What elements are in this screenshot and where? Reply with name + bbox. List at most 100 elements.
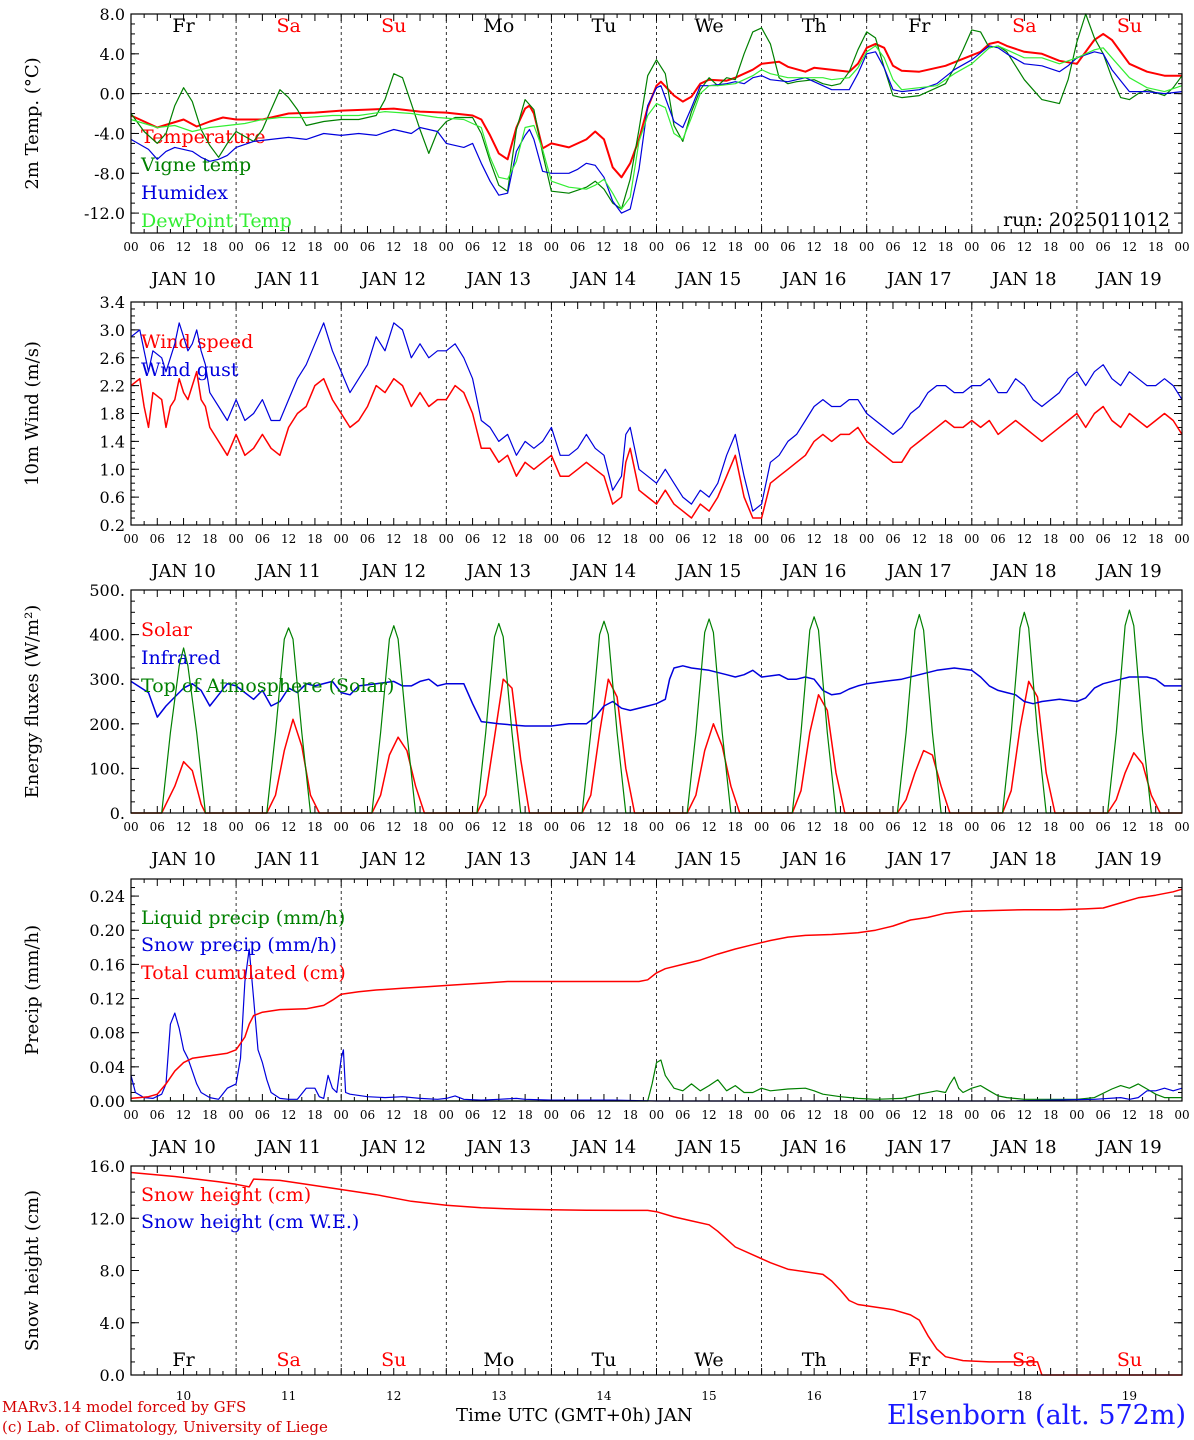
hour-label: 12 [491, 240, 506, 254]
day-number-label: 16 [807, 1389, 822, 1403]
hour-label: 18 [307, 820, 322, 834]
credit-line-lab: (c) Lab. of Climatology, University of L… [2, 1418, 328, 1436]
hour-label: 00 [649, 532, 664, 546]
y-tick-label: 2.6 [100, 349, 125, 368]
hour-label: 18 [1148, 240, 1163, 254]
hour-label: 18 [1043, 240, 1058, 254]
y-tick-label: 4.0 [100, 45, 125, 64]
hour-label: 06 [465, 820, 480, 834]
day-label: JAN 19 [1095, 1137, 1162, 1158]
hour-label: 00 [334, 240, 349, 254]
hour-label: 12 [596, 240, 611, 254]
weekday-label: Su [381, 1349, 406, 1371]
hour-label: 00 [439, 820, 454, 834]
hour-label: 00 [123, 820, 138, 834]
credit-line-model: MARv3.14 model forced by GFS [2, 1398, 247, 1416]
hour-label: 18 [938, 240, 953, 254]
day-label: JAN 15 [675, 561, 742, 582]
hour-label: 12 [491, 532, 506, 546]
hour-label: 06 [675, 532, 690, 546]
day-label: JAN 11 [254, 269, 321, 290]
legend-entry: Wind gust [141, 359, 239, 381]
hour-label: 06 [465, 1108, 480, 1122]
day-label: JAN 12 [359, 561, 426, 582]
hour-label: 12 [386, 240, 401, 254]
hour-label: 06 [675, 240, 690, 254]
hour-label: 18 [202, 240, 217, 254]
hour-label: 00 [1174, 1108, 1189, 1122]
hour-label: 06 [360, 1108, 375, 1122]
legend-entry: Temperature [141, 126, 265, 148]
day-label: JAN 15 [675, 1137, 742, 1158]
plot-frame [130, 589, 1183, 814]
hour-label: 00 [754, 820, 769, 834]
y-tick-label: 4.0 [100, 1314, 125, 1333]
day-label: JAN 17 [885, 849, 952, 870]
hour-label: 12 [281, 532, 296, 546]
series-line [130, 13, 1183, 210]
hour-label: 18 [623, 532, 638, 546]
day-label: JAN 19 [1095, 269, 1162, 290]
hour-label: 18 [412, 532, 427, 546]
hour-label: 12 [807, 1108, 822, 1122]
legend-entry: Snow precip (mm/h) [141, 934, 337, 956]
hour-label: 12 [281, 1108, 296, 1122]
hour-label: 06 [780, 532, 795, 546]
day-label: JAN 18 [990, 269, 1057, 290]
hour-label: 18 [517, 240, 532, 254]
series-line [130, 1171, 1182, 1376]
hour-label: 06 [570, 820, 585, 834]
hour-label: 12 [1122, 820, 1137, 834]
hour-label: 18 [1043, 820, 1058, 834]
hour-label: 00 [544, 240, 559, 254]
plot-frame [130, 301, 1183, 526]
panel-5: 16.0 12.0 8.0 4.0 0.0 Snow height (cm) Snow he… [22, 1157, 1183, 1403]
hour-label: 06 [675, 1108, 690, 1122]
hour-label: 18 [517, 532, 532, 546]
hour-label: 18 [833, 532, 848, 546]
y-tick-label: 3.4 [100, 293, 125, 312]
credits: MARv3.14 model forced by GFS (c) Lab. of… [2, 1397, 328, 1437]
hour-label: 00 [123, 240, 138, 254]
hour-label: 18 [517, 820, 532, 834]
y-tick-label: 500. [89, 581, 125, 600]
day-label: JAN 10 [149, 561, 216, 582]
hour-label: 00 [859, 240, 874, 254]
hour-label: 06 [360, 820, 375, 834]
hour-label: 18 [307, 1108, 322, 1122]
hour-label: 00 [439, 240, 454, 254]
hour-label: 00 [439, 1108, 454, 1122]
day-label: JAN 16 [780, 269, 847, 290]
hour-label: 06 [255, 1108, 270, 1122]
panel-2: 3.4 3.0 2.6 2.2 1.8 1.4 1.0 0.6 0.2 10m Wind (m/s… [22, 293, 1190, 582]
hour-label: 12 [386, 532, 401, 546]
day-label: JAN 17 [885, 269, 952, 290]
hour-label: 06 [150, 1108, 165, 1122]
legend-entry: Wind speed [141, 331, 253, 353]
day-label: JAN 17 [885, 1137, 952, 1158]
weekday-label: Th [802, 15, 827, 37]
day-label: JAN 18 [990, 1137, 1057, 1158]
day-label: JAN 12 [359, 849, 426, 870]
hour-label: 00 [964, 532, 979, 546]
y-tick-label: 300. [89, 670, 125, 689]
series-line [130, 665, 1182, 727]
hour-label: 00 [228, 1108, 243, 1122]
day-label: JAN 11 [254, 561, 321, 582]
hour-label: 18 [728, 240, 743, 254]
day-label: JAN 13 [465, 561, 532, 582]
day-number-label: 14 [596, 1389, 612, 1403]
y-tick-label: 100. [89, 759, 125, 778]
weekday-label: Th [802, 1349, 827, 1371]
hour-label: 18 [202, 532, 217, 546]
hour-label: 06 [465, 240, 480, 254]
hour-label: 12 [1017, 532, 1032, 546]
hour-label: 12 [912, 240, 927, 254]
station-label: Elsenborn (alt. 572m) [887, 1400, 1186, 1431]
hour-label: 06 [885, 820, 900, 834]
day-label: JAN 10 [149, 849, 216, 870]
panel-3: 500. 400. 300. 200. 100. 0. Energy fluxes (W/m… [22, 581, 1190, 870]
y-tick-label: 0.0 [100, 85, 125, 104]
weekday-label: Su [381, 15, 406, 37]
hour-label: 00 [544, 1108, 559, 1122]
